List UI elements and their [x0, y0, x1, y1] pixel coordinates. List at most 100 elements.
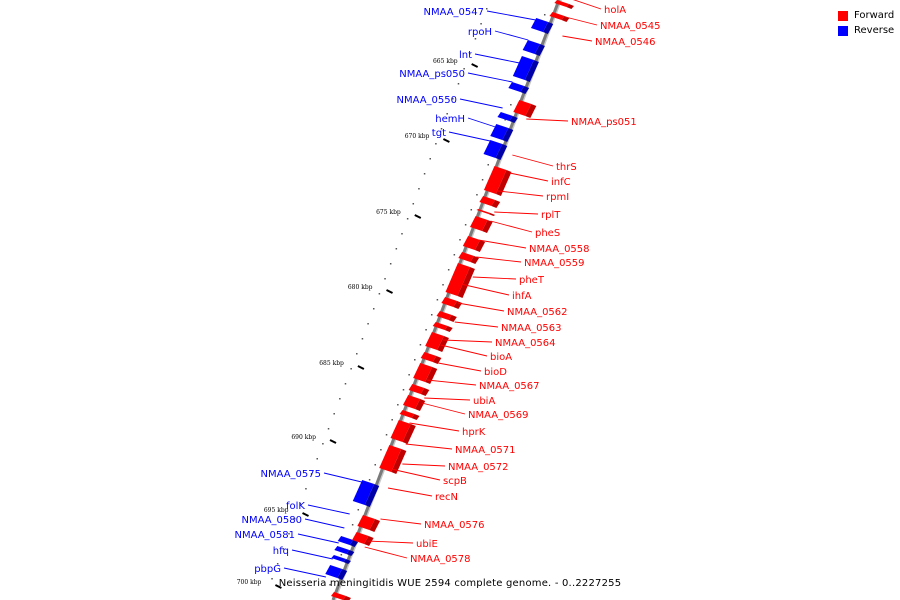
- forward-gene-label: scpB: [443, 476, 467, 487]
- minor-tick-dot: [329, 584, 331, 586]
- forward-gene-label: NMAA_0545: [600, 21, 661, 32]
- leader-line: [562, 35, 593, 42]
- gene-block: [331, 592, 347, 600]
- minor-tick-dot: [463, 68, 465, 70]
- minor-tick-dot: [327, 428, 330, 430]
- minor-tick-dot: [385, 434, 388, 436]
- legend-forward-label: Forward: [854, 10, 895, 21]
- leader-line: [565, 16, 598, 26]
- major-tick: [302, 512, 309, 517]
- forward-gene-label: hprK: [462, 427, 486, 438]
- minor-tick-dot: [435, 143, 437, 145]
- gene-block: [425, 332, 444, 350]
- major-tick: [442, 138, 450, 143]
- leader-line: [494, 30, 529, 41]
- forward-gene-label: NMAA_0559: [524, 258, 585, 269]
- leader-line: [476, 256, 522, 263]
- leader-line: [509, 172, 549, 182]
- forward-gene-label: NMAA_0563: [501, 323, 562, 334]
- leader-line: [467, 117, 496, 128]
- minor-tick-dot: [305, 488, 307, 490]
- gene-block: [554, 0, 569, 7]
- minor-tick-dot: [380, 449, 382, 451]
- major-ticks: 665 kbp 670 kbp 675 kbp 680 kbp 685 kbp 690 k…: [237, 58, 479, 589]
- minor-tick-dot: [481, 179, 484, 181]
- reverse-gene-label: rpoH: [468, 27, 492, 38]
- legend-reverse-label: Reverse: [854, 25, 895, 36]
- minor-tick-dot: [395, 248, 398, 250]
- leader-line: [494, 211, 539, 215]
- leader-line: [512, 154, 554, 167]
- minor-tick-dot: [389, 263, 392, 265]
- minor-tick-dot: [374, 464, 376, 466]
- gene-block: [337, 536, 354, 545]
- gene-block-side: [349, 540, 359, 547]
- minor-tick-dot: [288, 533, 290, 535]
- reverse-gene-label: NMAA_0575: [260, 469, 321, 480]
- minor-tick-dot: [459, 239, 461, 241]
- minor-tick-dot: [293, 518, 296, 520]
- leader-line: [424, 397, 471, 401]
- gene-block: [522, 40, 540, 54]
- forward-gene-label: NMAA_0564: [495, 338, 556, 349]
- gene-block-side: [495, 170, 512, 196]
- leader-line: [467, 72, 513, 83]
- gene-block: [476, 209, 491, 214]
- tick-label: 680 kbp: [348, 284, 373, 291]
- minor-tick-dot: [282, 548, 285, 550]
- reverse-gene-label: tgt: [432, 128, 446, 139]
- minor-tick-dot: [350, 368, 352, 370]
- minor-tick-dot: [310, 473, 313, 475]
- minor-tick-dot: [344, 383, 347, 385]
- leader-line: [474, 53, 520, 64]
- gene-block-side: [448, 315, 457, 322]
- gene-block: [513, 100, 532, 116]
- major-tick: [274, 584, 282, 589]
- gene-block: [352, 480, 375, 505]
- gene-block: [508, 82, 525, 92]
- tick-label: 700 kbp: [237, 579, 262, 586]
- major-tick: [357, 365, 365, 370]
- forward-gene-label: bioA: [490, 352, 512, 363]
- forward-gene-label: pheT: [519, 275, 545, 286]
- tick-label: 695 kbp: [264, 507, 289, 514]
- gene-labels: holA NMAA_0545 NMAA_0546 NMAA_ps051 thrS infC…: [234, 0, 661, 578]
- gene-block-side: [391, 449, 407, 474]
- minor-tick-dot: [452, 98, 454, 100]
- minor-tick-dot: [423, 173, 426, 175]
- minor-tick-dot: [470, 209, 473, 211]
- gene-block-side: [346, 550, 355, 556]
- gene-block: [408, 384, 425, 394]
- forward-swatch: [838, 10, 848, 21]
- minor-tick-dot: [429, 158, 431, 160]
- leader-line: [440, 344, 488, 357]
- gene-block: [325, 565, 343, 578]
- gene-block-side: [457, 267, 475, 298]
- minor-tick-dot: [419, 344, 422, 346]
- gene-block-side: [502, 128, 514, 142]
- legend-reverse: Reverse: [838, 23, 894, 38]
- forward-gene-label: NMAA_0569: [468, 410, 529, 421]
- minor-tick-dot: [480, 23, 482, 25]
- minor-tick-dot: [442, 284, 444, 286]
- minor-tick-dot: [414, 359, 416, 361]
- reverse-gene-label: lnt: [459, 50, 472, 61]
- minor-tick-dot: [356, 353, 358, 355]
- major-tick: [414, 214, 422, 219]
- leader-line: [472, 276, 517, 280]
- gene-block-side: [525, 104, 537, 118]
- leader-line: [426, 379, 477, 386]
- gene-block-side: [402, 424, 416, 444]
- forward-gene-label: NMAA_0576: [424, 520, 485, 531]
- leader-line: [526, 118, 569, 122]
- gene-block-side: [491, 200, 501, 208]
- gene-block: [436, 311, 452, 320]
- gene-block: [432, 322, 448, 330]
- minor-tick-dot: [316, 458, 318, 460]
- minor-tick-dot: [322, 443, 324, 445]
- gene-block: [331, 555, 346, 562]
- gene-block-side: [520, 86, 530, 94]
- reverse-gene-label: NMAA_0550: [396, 95, 457, 106]
- minor-tick-dot: [276, 563, 279, 565]
- gene-block-side: [542, 22, 554, 34]
